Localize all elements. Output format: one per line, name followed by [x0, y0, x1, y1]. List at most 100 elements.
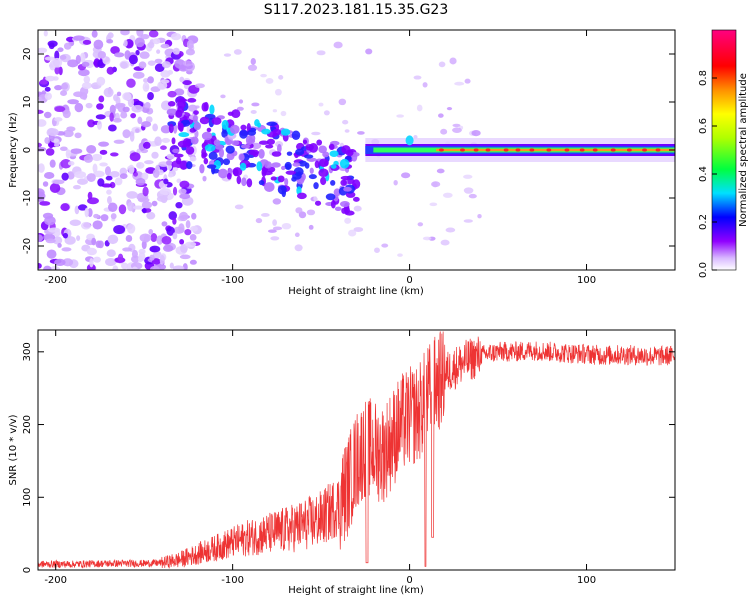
trace-blob: [293, 167, 304, 177]
noise-blob: [133, 205, 144, 210]
noise-blob: [148, 30, 159, 38]
snr-ytick-label: 0: [22, 567, 33, 573]
trace-blob: [265, 144, 274, 149]
noise-blob: [67, 161, 75, 166]
noise-blob: [365, 48, 373, 55]
noise-blob: [98, 95, 105, 103]
noise-blob: [49, 159, 56, 168]
noise-blob: [152, 38, 161, 45]
noise-blob: [54, 106, 66, 113]
trace-blob: [263, 182, 275, 193]
trace-blob: [186, 161, 193, 170]
trace-blob: [225, 145, 235, 154]
trace-blob: [213, 139, 221, 147]
trace-blob: [167, 101, 176, 107]
trace-blob: [177, 98, 188, 103]
trace-blob: [247, 138, 256, 144]
noise-blob: [107, 32, 114, 39]
noise-blob: [397, 253, 403, 257]
noise-blob: [151, 151, 159, 159]
noise-blob: [49, 266, 61, 270]
noise-blob: [167, 90, 177, 98]
carrier-peak: [610, 148, 616, 152]
noise-blob: [38, 119, 47, 127]
spectrogram-xtick-label: -200: [44, 275, 67, 286]
noise-blob: [119, 173, 128, 179]
snr-xlabel: Height of straight line (km): [288, 585, 424, 596]
trace-blob: [339, 200, 350, 208]
noise-blob: [178, 188, 187, 195]
noise-blob: [270, 236, 280, 241]
noise-blob: [99, 162, 108, 167]
noise-blob: [57, 47, 64, 53]
noise-blob: [130, 113, 137, 119]
trace-blob: [256, 161, 263, 172]
noise-blob: [123, 39, 128, 47]
noise-blob: [313, 196, 318, 202]
noise-blob: [413, 75, 422, 80]
noise-blob: [129, 132, 135, 142]
noise-blob: [190, 225, 198, 232]
snr-xtick-label: 0: [406, 575, 412, 586]
trace-blob: [218, 148, 225, 158]
noise-blob: [38, 142, 42, 148]
noise-blob: [91, 237, 97, 246]
noise-blob: [151, 200, 158, 207]
noise-blob: [251, 142, 262, 150]
noise-blob: [122, 247, 133, 252]
trace-blob: [313, 182, 319, 190]
noise-blob: [151, 258, 161, 265]
snr-series-line: [38, 331, 675, 569]
noise-blob: [438, 113, 444, 118]
noise-blob: [182, 80, 192, 86]
trace-blob: [182, 138, 192, 148]
carrier-peak: [485, 148, 491, 152]
noise-blob: [43, 111, 52, 119]
noise-blob: [141, 240, 147, 250]
spectrogram-ytick-label: 0: [22, 147, 33, 153]
noise-blob: [438, 61, 446, 68]
noise-blob: [149, 245, 161, 253]
spectrogram-xlabel: Height of straight line (km): [288, 286, 424, 297]
noise-blob: [135, 128, 140, 133]
noise-blob: [115, 102, 126, 108]
noise-blob: [176, 178, 182, 184]
trace-blob: [240, 144, 250, 149]
noise-blob: [281, 222, 292, 230]
noise-blob: [120, 61, 128, 69]
noise-blob: [48, 227, 61, 233]
noise-blob: [117, 253, 124, 262]
noise-blob: [344, 217, 352, 224]
noise-blob: [272, 226, 283, 231]
spectrogram-xtick-label: -100: [221, 275, 244, 286]
trace-blob: [291, 130, 301, 141]
trace-blob: [292, 162, 301, 167]
trace-blob: [285, 170, 297, 175]
carrier-peak: [592, 148, 598, 152]
noise-blob: [84, 207, 89, 218]
noise-blob: [86, 145, 97, 154]
noise-blob: [172, 265, 185, 270]
trace-blob: [258, 148, 265, 159]
trace-blob: [201, 131, 213, 141]
noise-blob: [186, 39, 194, 50]
noise-blob: [106, 249, 116, 257]
noise-blob: [82, 39, 92, 45]
snr-panel: -200 -100 0 100 0 100 200 300 Height of straigh…: [8, 329, 676, 596]
trace-blob: [258, 140, 269, 145]
noise-blob: [61, 247, 72, 252]
noise-blob: [440, 128, 448, 135]
trace-blob: [340, 175, 351, 181]
noise-blob: [265, 77, 274, 84]
trace-blob: [309, 167, 314, 174]
trace-blob: [308, 174, 317, 180]
noise-blob: [189, 234, 197, 241]
colorbar-label: Normalized spectral amplitude: [738, 73, 749, 227]
noise-blob: [323, 110, 330, 116]
trace-blob: [344, 210, 355, 216]
noise-blob: [147, 76, 154, 84]
noise-blob: [135, 178, 146, 186]
carrier-peak: [546, 148, 552, 152]
noise-blob: [74, 132, 82, 139]
